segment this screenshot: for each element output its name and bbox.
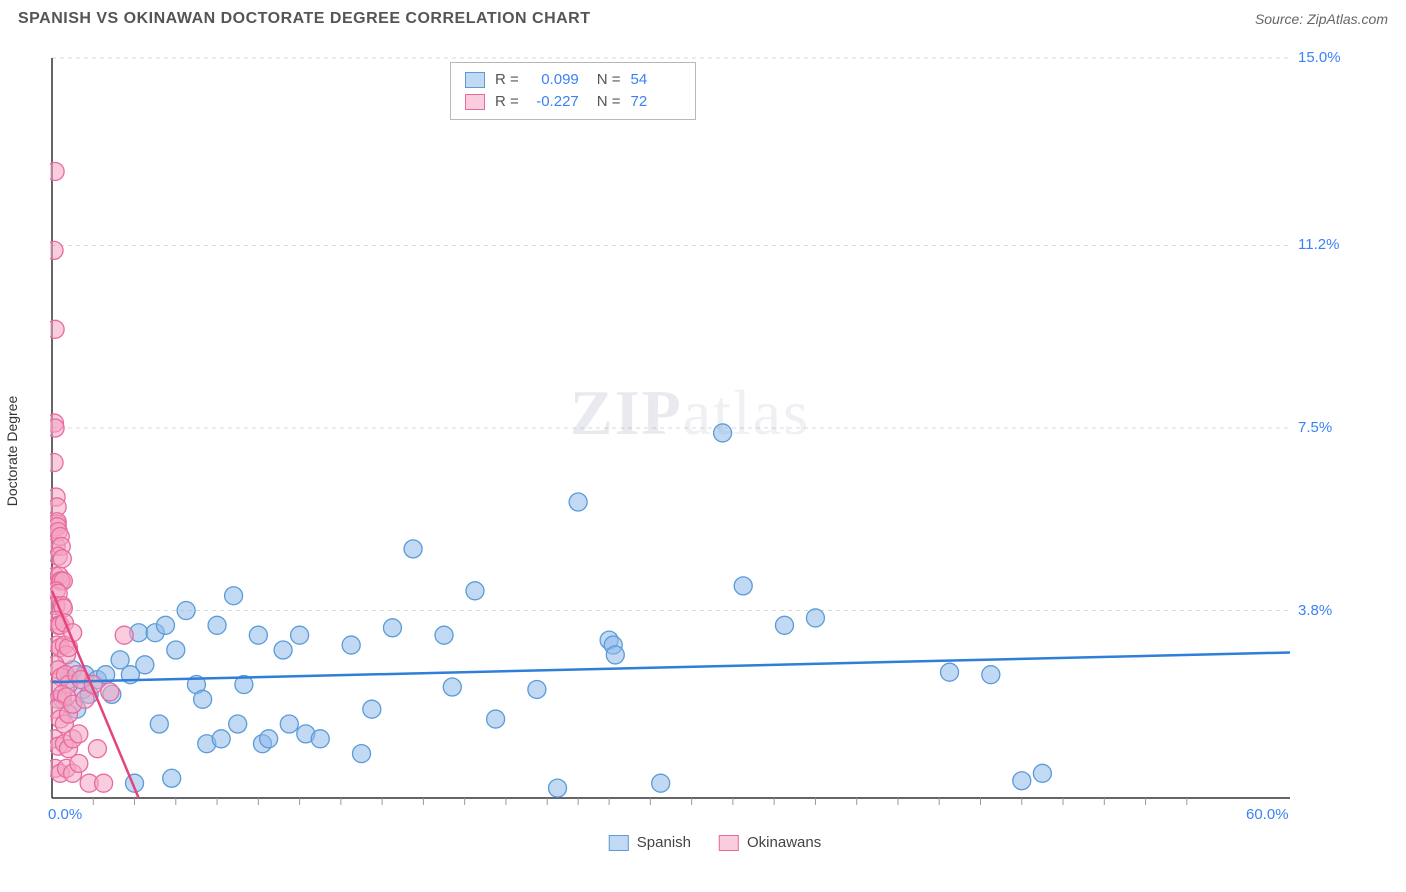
series-legend: Spanish Okinawans — [609, 834, 821, 851]
legend-swatch — [465, 72, 485, 88]
n-label: N = — [597, 69, 621, 91]
n-value: 72 — [631, 91, 681, 113]
n-value: 54 — [631, 69, 681, 91]
chart-title: SPANISH VS OKINAWAN DOCTORATE DEGREE COR… — [18, 10, 591, 28]
y-axis-label: Doctorate Degree — [4, 396, 20, 507]
y-tick-label: 11.2% — [1298, 236, 1339, 253]
stats-legend-row: R = -0.227 N = 72 — [465, 91, 681, 113]
legend-swatch — [465, 94, 485, 110]
y-tick-label: 7.5% — [1298, 419, 1332, 436]
r-label: R = — [495, 69, 519, 91]
scatter-chart-svg — [50, 56, 1350, 826]
r-value: -0.227 — [529, 91, 579, 113]
header-bar: SPANISH VS OKINAWAN DOCTORATE DEGREE COR… — [0, 0, 1406, 36]
legend-item: Okinawans — [719, 834, 821, 851]
legend-item: Spanish — [609, 834, 691, 851]
y-tick-label: 15.0% — [1298, 49, 1341, 66]
x-tick-label: 60.0% — [1246, 806, 1289, 823]
legend-swatch — [719, 835, 739, 851]
legend-swatch — [609, 835, 629, 851]
legend-label: Spanish — [637, 834, 691, 851]
x-tick-label: 0.0% — [48, 806, 82, 823]
r-label: R = — [495, 91, 519, 113]
chart-area: Doctorate Degree ZIPatlas R =0.099N =54R… — [50, 56, 1380, 846]
n-label: N = — [597, 91, 621, 113]
stats-legend-row: R = 0.099 N = 54 — [465, 69, 681, 91]
stats-legend: R = 0.099 N = 54 R = -0.227 N = 72 — [450, 62, 696, 120]
legend-label: Okinawans — [747, 834, 821, 851]
source-label: Source: ZipAtlas.com — [1255, 11, 1388, 27]
y-tick-label: 3.8% — [1298, 602, 1332, 619]
r-value: 0.099 — [529, 69, 579, 91]
